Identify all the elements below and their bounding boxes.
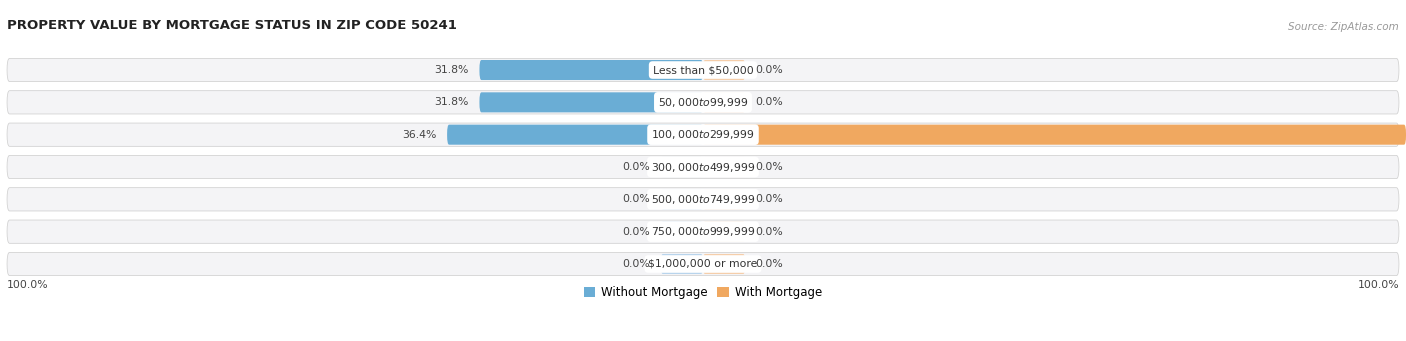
- Text: 0.0%: 0.0%: [756, 97, 783, 107]
- Text: PROPERTY VALUE BY MORTGAGE STATUS IN ZIP CODE 50241: PROPERTY VALUE BY MORTGAGE STATUS IN ZIP…: [7, 19, 457, 32]
- FancyBboxPatch shape: [703, 125, 1406, 145]
- Text: $300,000 to $499,999: $300,000 to $499,999: [651, 161, 755, 174]
- Text: 0.0%: 0.0%: [623, 227, 650, 237]
- Text: $50,000 to $99,999: $50,000 to $99,999: [658, 96, 748, 109]
- FancyBboxPatch shape: [661, 189, 703, 209]
- FancyBboxPatch shape: [7, 252, 1399, 276]
- Text: 0.0%: 0.0%: [756, 194, 783, 204]
- Text: 36.4%: 36.4%: [402, 130, 437, 140]
- FancyBboxPatch shape: [661, 222, 703, 242]
- FancyBboxPatch shape: [7, 155, 1399, 179]
- Text: Less than $50,000: Less than $50,000: [652, 65, 754, 75]
- FancyBboxPatch shape: [703, 189, 745, 209]
- Text: $100,000 to $299,999: $100,000 to $299,999: [651, 128, 755, 141]
- Text: $500,000 to $749,999: $500,000 to $749,999: [651, 193, 755, 206]
- Text: 0.0%: 0.0%: [623, 162, 650, 172]
- Text: 31.8%: 31.8%: [434, 97, 470, 107]
- Text: 0.0%: 0.0%: [623, 259, 650, 269]
- FancyBboxPatch shape: [7, 58, 1399, 81]
- FancyBboxPatch shape: [479, 60, 703, 80]
- FancyBboxPatch shape: [7, 220, 1399, 243]
- FancyBboxPatch shape: [703, 60, 745, 80]
- FancyBboxPatch shape: [7, 188, 1399, 211]
- Text: Source: ZipAtlas.com: Source: ZipAtlas.com: [1288, 22, 1399, 32]
- FancyBboxPatch shape: [447, 125, 703, 145]
- Text: 0.0%: 0.0%: [756, 227, 783, 237]
- FancyBboxPatch shape: [703, 254, 745, 274]
- Text: 100.0%: 100.0%: [7, 280, 49, 290]
- FancyBboxPatch shape: [703, 157, 745, 177]
- Text: 100.0%: 100.0%: [1357, 280, 1399, 290]
- Text: $750,000 to $999,999: $750,000 to $999,999: [651, 225, 755, 238]
- FancyBboxPatch shape: [661, 157, 703, 177]
- Legend: Without Mortgage, With Mortgage: Without Mortgage, With Mortgage: [579, 281, 827, 304]
- Text: $1,000,000 or more: $1,000,000 or more: [648, 259, 758, 269]
- Text: 0.0%: 0.0%: [756, 259, 783, 269]
- Text: 0.0%: 0.0%: [756, 162, 783, 172]
- FancyBboxPatch shape: [7, 91, 1399, 114]
- FancyBboxPatch shape: [703, 92, 745, 113]
- FancyBboxPatch shape: [703, 222, 745, 242]
- FancyBboxPatch shape: [7, 123, 1399, 146]
- FancyBboxPatch shape: [661, 254, 703, 274]
- Text: 0.0%: 0.0%: [623, 194, 650, 204]
- Text: 0.0%: 0.0%: [756, 65, 783, 75]
- Text: 31.8%: 31.8%: [434, 65, 470, 75]
- FancyBboxPatch shape: [479, 92, 703, 113]
